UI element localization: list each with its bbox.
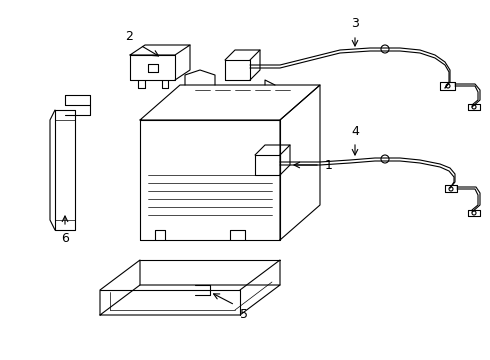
Text: 2: 2 bbox=[125, 30, 133, 43]
Text: 6: 6 bbox=[61, 232, 69, 245]
Text: 3: 3 bbox=[351, 17, 359, 30]
Text: 1: 1 bbox=[325, 158, 333, 171]
Text: 5: 5 bbox=[240, 308, 248, 321]
Text: 4: 4 bbox=[351, 125, 359, 138]
